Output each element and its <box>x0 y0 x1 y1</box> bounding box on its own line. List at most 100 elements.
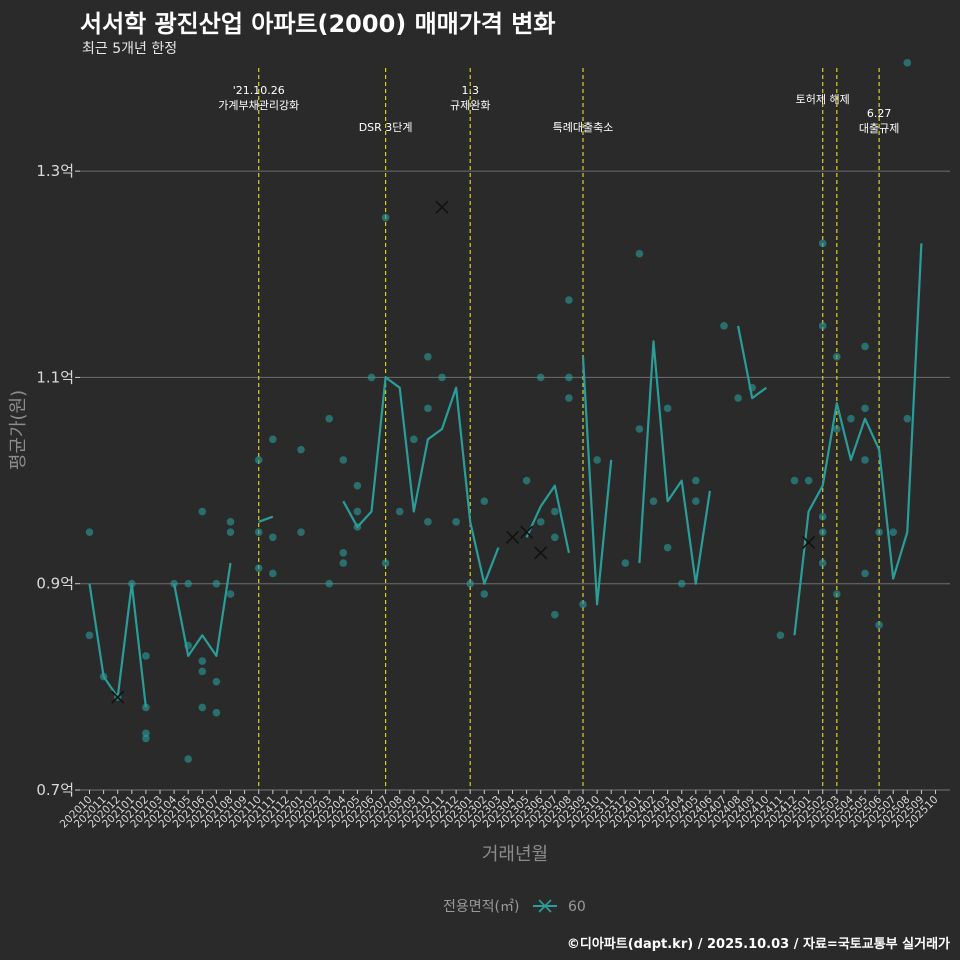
x-marker <box>802 535 816 550</box>
series-line-segment <box>258 515 274 523</box>
chart-subtitle: 최근 5개년 한정 <box>82 41 178 57</box>
data-point <box>226 528 235 536</box>
data-point <box>452 518 460 526</box>
data-point <box>339 548 348 557</box>
event-annotation: 규제완화 <box>450 99 490 112</box>
data-point <box>861 342 869 351</box>
data-point <box>565 296 573 304</box>
data-point <box>565 373 573 382</box>
data-point <box>297 445 305 454</box>
x-axis: 2020102020112020122021012021022021032021… <box>58 789 950 830</box>
series-line-segment <box>342 376 500 585</box>
data-point <box>635 249 644 258</box>
event-annotation: '21.10.26 <box>233 84 285 97</box>
data-point <box>424 404 432 413</box>
data-point <box>776 631 785 640</box>
data-point <box>861 456 869 464</box>
data-point <box>861 569 869 578</box>
data-point <box>875 621 883 629</box>
series-line-segment <box>173 562 232 657</box>
data-point <box>522 476 531 485</box>
data-point <box>466 579 475 588</box>
data-point <box>254 456 263 464</box>
data-point <box>381 559 390 567</box>
data-point <box>438 373 446 382</box>
x-marker <box>111 690 125 704</box>
data-point <box>142 652 150 660</box>
data-point <box>903 59 912 67</box>
data-point <box>720 322 728 330</box>
data-point <box>142 729 150 738</box>
series-line-segment <box>737 325 767 400</box>
data-point <box>593 456 601 464</box>
y-tick-label: 1.1억 <box>36 368 74 386</box>
data-point <box>254 528 263 536</box>
data-point <box>692 497 700 506</box>
legend-x-swatch <box>538 899 552 913</box>
data-point <box>184 641 193 650</box>
data-point <box>353 507 362 516</box>
y-tick-label: 1.3억 <box>36 162 74 180</box>
series-60 <box>85 59 923 763</box>
data-point <box>353 481 362 490</box>
event-annotation: 가계부채관리강화 <box>218 99 299 112</box>
data-point <box>184 579 193 588</box>
data-point <box>875 528 883 536</box>
data-point <box>649 497 658 506</box>
data-point <box>99 672 108 681</box>
y-axis: 0.7억 0.9억 1.1억 1.3억 <box>36 162 80 799</box>
data-point <box>663 543 672 552</box>
data-point <box>677 579 686 588</box>
data-point <box>85 528 94 536</box>
data-point <box>184 755 193 763</box>
series-line-segment <box>581 356 613 606</box>
x-axis-title: 거래년월 <box>482 844 548 865</box>
y-axis-title: 평균가(원) <box>8 390 29 470</box>
data-point <box>339 559 348 567</box>
series-line-segment <box>88 582 147 708</box>
event-annotation: 6.27 <box>867 107 892 120</box>
data-point <box>424 353 432 361</box>
event-annotation: 1.3 <box>461 84 479 97</box>
data-point <box>804 476 813 485</box>
data-point <box>565 394 573 402</box>
data-point <box>410 435 418 444</box>
data-point <box>212 677 221 686</box>
event-annotation: 대출규제 <box>859 122 899 135</box>
data-point <box>692 476 700 485</box>
series-line-segment <box>638 340 711 585</box>
data-point <box>480 590 489 598</box>
chart-title: 서서학 광진산업 아파트(2000) 매매가격 변화 <box>80 10 556 38</box>
data-point <box>833 425 841 433</box>
data-point <box>254 564 263 573</box>
event-annotation: 토허제 해제 <box>796 92 850 106</box>
x-marker <box>435 200 449 214</box>
data-point <box>297 528 305 536</box>
data-point <box>635 425 644 433</box>
data-point <box>480 497 489 506</box>
data-point <box>325 414 334 423</box>
data-point <box>269 533 277 542</box>
data-point <box>198 667 207 676</box>
data-point <box>395 507 404 516</box>
data-point <box>818 322 827 330</box>
data-point <box>339 456 348 464</box>
data-point <box>226 590 235 598</box>
data-point <box>142 703 150 712</box>
data-point <box>818 512 827 521</box>
data-point <box>381 213 390 222</box>
data-point <box>551 507 559 516</box>
data-point <box>325 579 334 588</box>
legend: 전용면적(㎡) 60 <box>443 899 586 915</box>
y-tick-label: 0.7억 <box>36 781 74 799</box>
data-point <box>226 518 235 526</box>
data-point <box>269 569 277 578</box>
data-point <box>198 703 207 712</box>
x-marker <box>505 530 520 544</box>
data-point <box>551 610 559 619</box>
data-point <box>269 435 277 444</box>
data-point <box>663 404 672 413</box>
data-point <box>818 239 827 248</box>
